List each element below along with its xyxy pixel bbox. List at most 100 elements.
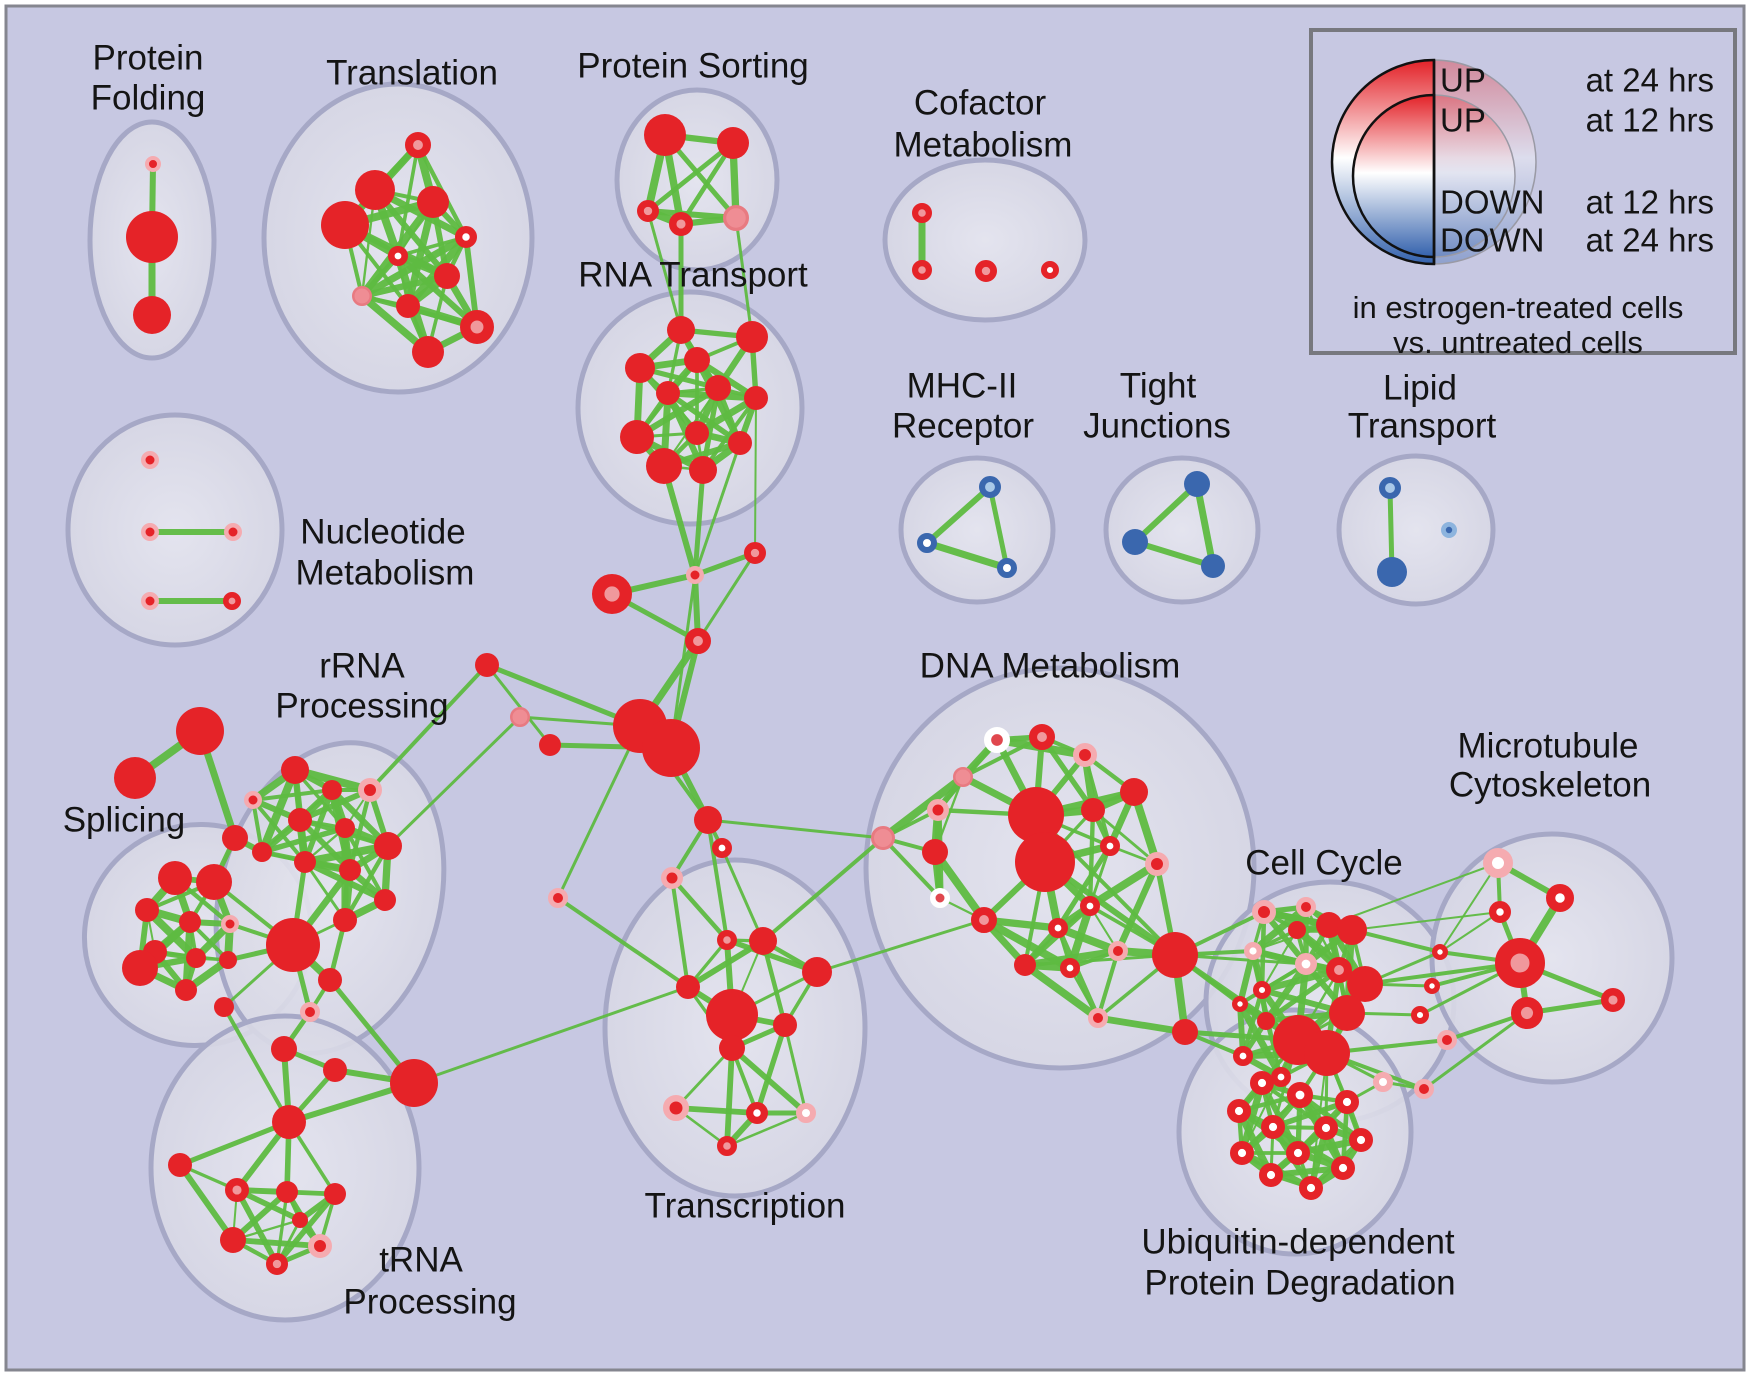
node [176, 707, 224, 755]
node [1172, 1019, 1198, 1045]
legend-time-label: at 24 hrs [1586, 62, 1714, 99]
node [1432, 944, 1449, 961]
node [927, 799, 949, 821]
node [1316, 912, 1342, 938]
cluster-label-nucleotide-metabolism: Nucleotide [300, 512, 465, 551]
edge [1055, 843, 1113, 931]
legend-time-label: at 24 hrs [1586, 222, 1714, 259]
edge [1091, 808, 1159, 866]
edge [724, 1045, 735, 1149]
edge [1114, 860, 1161, 955]
node [1229, 1140, 1254, 1165]
edge [177, 1119, 292, 1168]
cluster-label-nucleotide-metabolism: Metabolism [296, 553, 475, 592]
cluster-label-protein-folding: Protein [93, 38, 204, 77]
node [266, 1253, 289, 1276]
node [1377, 557, 1407, 587]
cluster-label-cell-cycle: Cell Cycle [1245, 843, 1403, 882]
node [1015, 832, 1075, 892]
edge [1422, 1011, 1529, 1091]
cluster-label-rrna-processing: Processing [275, 686, 448, 725]
edge [724, 937, 820, 975]
node [736, 321, 768, 353]
node [1334, 1089, 1359, 1114]
node [459, 309, 494, 344]
node [292, 1212, 308, 1228]
node [636, 200, 659, 223]
edge [693, 441, 742, 577]
edge [1236, 947, 1257, 1008]
node [1410, 1005, 1429, 1024]
edge [931, 848, 988, 924]
node [1120, 778, 1148, 806]
legend-inner-half [1351, 93, 1436, 259]
cluster-label-protein-folding: Folding [91, 78, 206, 117]
edge [1132, 481, 1200, 545]
node [676, 975, 700, 999]
cluster-bubble-tight-junctions [1103, 455, 1261, 605]
edge [1088, 844, 1112, 908]
cluster-bubble-protein-sorting [614, 87, 780, 273]
cluster-bubble-microtubule-cytoskeleton [1429, 831, 1675, 1085]
edge [485, 663, 552, 747]
node [1122, 529, 1148, 555]
edge [222, 1005, 291, 1124]
node [1330, 1155, 1355, 1180]
cluster-label-lipid-transport: Lipid [1383, 368, 1457, 407]
edge [725, 1111, 808, 1148]
node [917, 533, 937, 553]
edge [386, 715, 522, 848]
cluster-label-trna-processing: Processing [343, 1282, 516, 1321]
edge [1249, 903, 1310, 955]
edge [1095, 948, 1121, 1021]
node [539, 734, 561, 756]
node [404, 131, 431, 158]
node [266, 918, 320, 972]
node [971, 907, 998, 934]
edge [177, 1162, 236, 1243]
cluster-bubble-lipid-transport [1336, 453, 1496, 607]
node [1288, 921, 1306, 939]
node [390, 1059, 438, 1107]
node [1257, 1012, 1275, 1030]
edge [484, 662, 643, 729]
legend-caption: vs. untreated cells [1393, 325, 1643, 360]
cluster-label-tight-junctions: Junctions [1083, 406, 1231, 445]
node [1233, 1046, 1254, 1067]
legend: UP at 24 hrs UP at 12 hrs DOWN at 12 hrs DOWN a… [1309, 28, 1737, 360]
legend-caption: in estrogen-treated cells [1353, 290, 1684, 325]
edge [1258, 966, 1343, 994]
edge [706, 818, 729, 942]
node [122, 950, 158, 986]
node [1108, 941, 1128, 961]
node [133, 296, 171, 334]
node [684, 347, 710, 373]
node [1040, 261, 1059, 280]
node [126, 211, 178, 263]
legend-direction-label: DOWN [1440, 222, 1544, 259]
edge [696, 551, 757, 643]
node [548, 888, 568, 908]
edge [754, 1022, 788, 1116]
cluster-label-tight-junctions: Tight [1120, 366, 1197, 405]
edge [961, 735, 1044, 779]
node [686, 566, 704, 584]
node [728, 431, 752, 455]
node [689, 456, 717, 484]
node [1226, 1098, 1251, 1123]
node [1243, 942, 1262, 961]
node [656, 381, 680, 405]
node [244, 791, 262, 809]
node [294, 851, 316, 873]
node [374, 832, 402, 860]
node [644, 114, 686, 156]
node [272, 1105, 306, 1139]
node [694, 806, 722, 834]
edge [701, 396, 758, 472]
node [219, 951, 237, 969]
node [1348, 1127, 1373, 1152]
node [141, 451, 159, 469]
edge [259, 825, 348, 855]
